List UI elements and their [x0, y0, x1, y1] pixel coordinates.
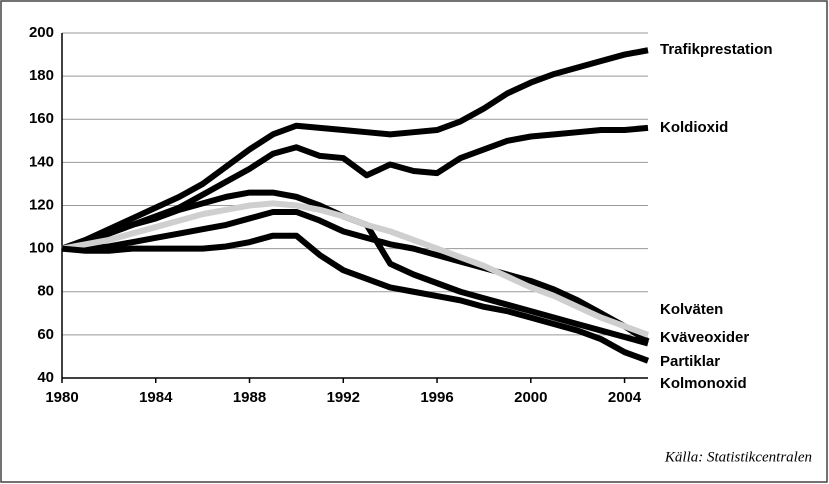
- series-line: [62, 208, 650, 344]
- series-label: Kväveoxider: [660, 329, 749, 346]
- x-tick-label: 2000: [514, 389, 547, 406]
- series-line: [60, 47, 649, 252]
- y-tick-label: 160: [29, 110, 54, 127]
- y-tick-label: 200: [29, 24, 54, 41]
- series-line: [61, 232, 650, 364]
- source: Källa: Statistikcentralen: [664, 449, 812, 465]
- x-tick-label: 2004: [608, 389, 642, 406]
- y-tick-label: 40: [37, 369, 54, 386]
- y-tick-label: 140: [29, 153, 54, 170]
- x-tick-label: 1988: [233, 389, 266, 406]
- series-line: [61, 189, 649, 347]
- y-tick-label: 60: [37, 326, 54, 343]
- x-tick-label: 1980: [45, 389, 78, 406]
- y-tick-label: 80: [37, 283, 54, 300]
- y-tick-label: 100: [29, 240, 54, 257]
- series-label: Kolmonoxid: [660, 375, 747, 392]
- series-label: Partiklar: [660, 353, 720, 370]
- series-line: [61, 200, 650, 338]
- series-label: Trafikprestation: [660, 41, 773, 58]
- x-tick-label: 1996: [420, 389, 453, 406]
- x-tick-label: 1984: [139, 389, 173, 406]
- series-label: Kolväten: [660, 301, 723, 318]
- x-tick-label: 1992: [327, 389, 360, 406]
- y-tick-label: 180: [29, 67, 54, 84]
- y-tick-label: 120: [29, 196, 54, 213]
- series-label: Koldioxid: [660, 119, 728, 136]
